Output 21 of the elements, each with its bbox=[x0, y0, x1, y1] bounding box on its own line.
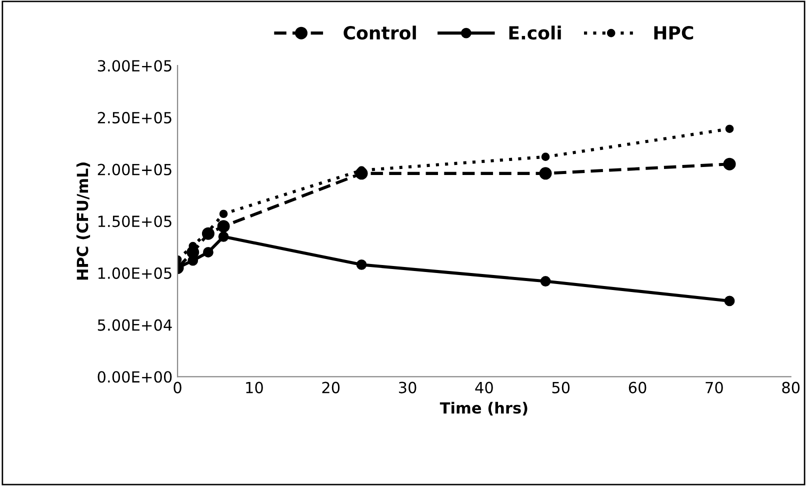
x-tick-label: 20 bbox=[322, 382, 340, 394]
y-tick-label: 3.00E+05 bbox=[98, 60, 172, 72]
y-tick-label: 2.50E+05 bbox=[98, 112, 172, 124]
y-tick-label: 5.00E+04 bbox=[98, 319, 172, 331]
legend-label: HPC bbox=[654, 26, 694, 40]
y-tick-label: 1.00E+05 bbox=[98, 267, 172, 279]
y-tick-label: 0.00E+00 bbox=[98, 371, 172, 383]
y-axis-title: HPC (CFU/mL) bbox=[76, 162, 90, 280]
y-tick-label: 1.50E+05 bbox=[98, 216, 172, 228]
legend-label: Control bbox=[344, 26, 416, 40]
x-tick-label: 0 bbox=[174, 382, 182, 394]
y-tick-label: 2.00E+05 bbox=[98, 164, 172, 176]
x-tick-label: 30 bbox=[398, 382, 416, 394]
legend-label: E.coli bbox=[509, 26, 561, 40]
x-tick-label: 10 bbox=[246, 382, 263, 394]
x-axis-title: Time (hrs) bbox=[440, 402, 528, 416]
x-tick-label: 60 bbox=[628, 382, 646, 394]
x-tick-label: 80 bbox=[782, 382, 800, 394]
x-tick-label: 50 bbox=[552, 382, 570, 394]
x-tick-label: 40 bbox=[475, 382, 493, 394]
x-tick-label: 70 bbox=[706, 382, 723, 394]
